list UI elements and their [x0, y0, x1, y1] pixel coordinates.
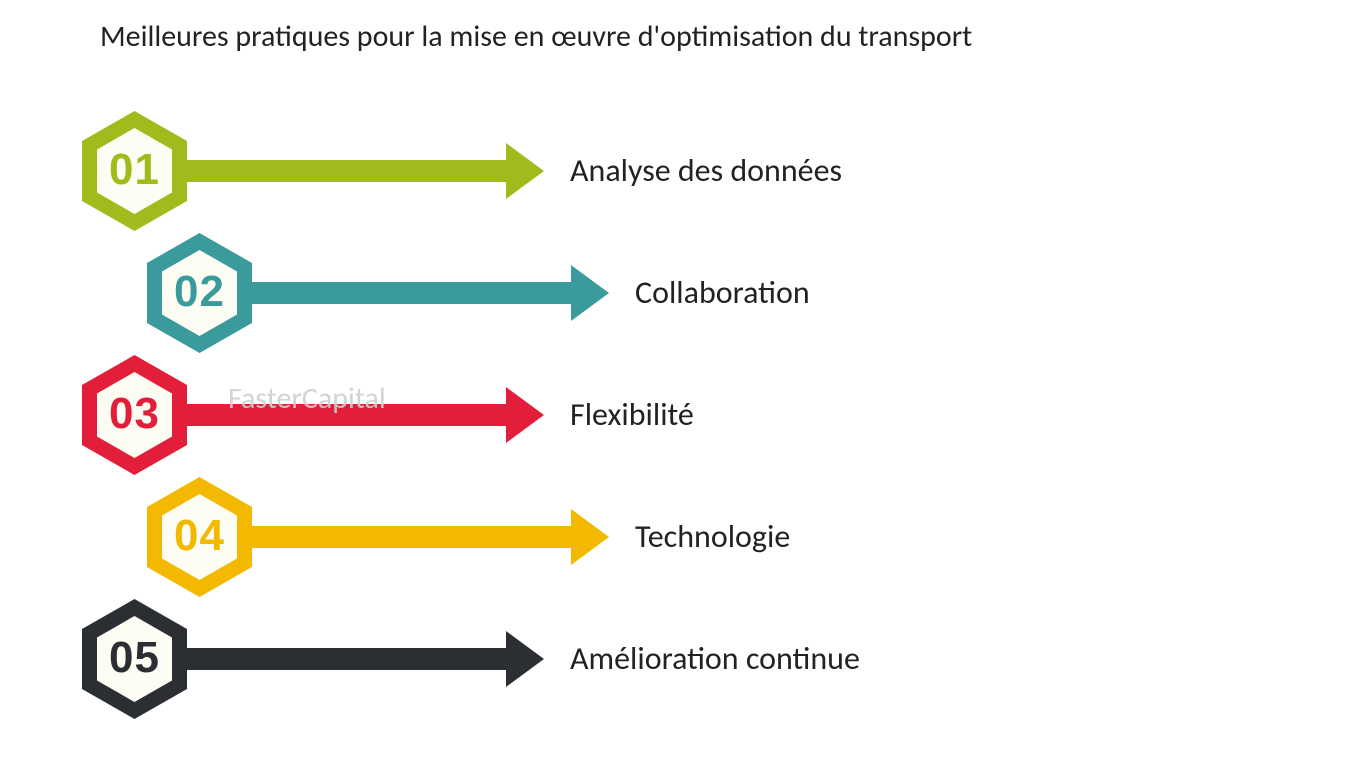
- step-number: 03: [97, 389, 172, 439]
- step-label: Collaboration: [635, 273, 810, 312]
- arrow-head-icon: [571, 265, 609, 321]
- arrow-head-icon: [506, 143, 544, 199]
- page-title: Meilleures pratiques pour la mise en œuv…: [100, 18, 972, 55]
- step-label: Amélioration continue: [570, 639, 860, 678]
- step-label: Analyse des données: [570, 151, 842, 190]
- arrow-shaft: [186, 648, 506, 670]
- step-number: 01: [97, 145, 172, 195]
- arrow-shaft: [251, 526, 571, 548]
- arrow-shaft: [186, 160, 506, 182]
- watermark: FasterCapital: [228, 380, 386, 417]
- step-label: Technologie: [635, 517, 790, 556]
- arrow-shaft: [251, 282, 571, 304]
- arrow-head-icon: [506, 631, 544, 687]
- step-number: 05: [97, 633, 172, 683]
- arrow-head-icon: [571, 509, 609, 565]
- step-number: 02: [162, 267, 237, 317]
- step-label: Flexibilité: [570, 395, 694, 434]
- arrow-head-icon: [506, 387, 544, 443]
- step-number: 04: [162, 511, 237, 561]
